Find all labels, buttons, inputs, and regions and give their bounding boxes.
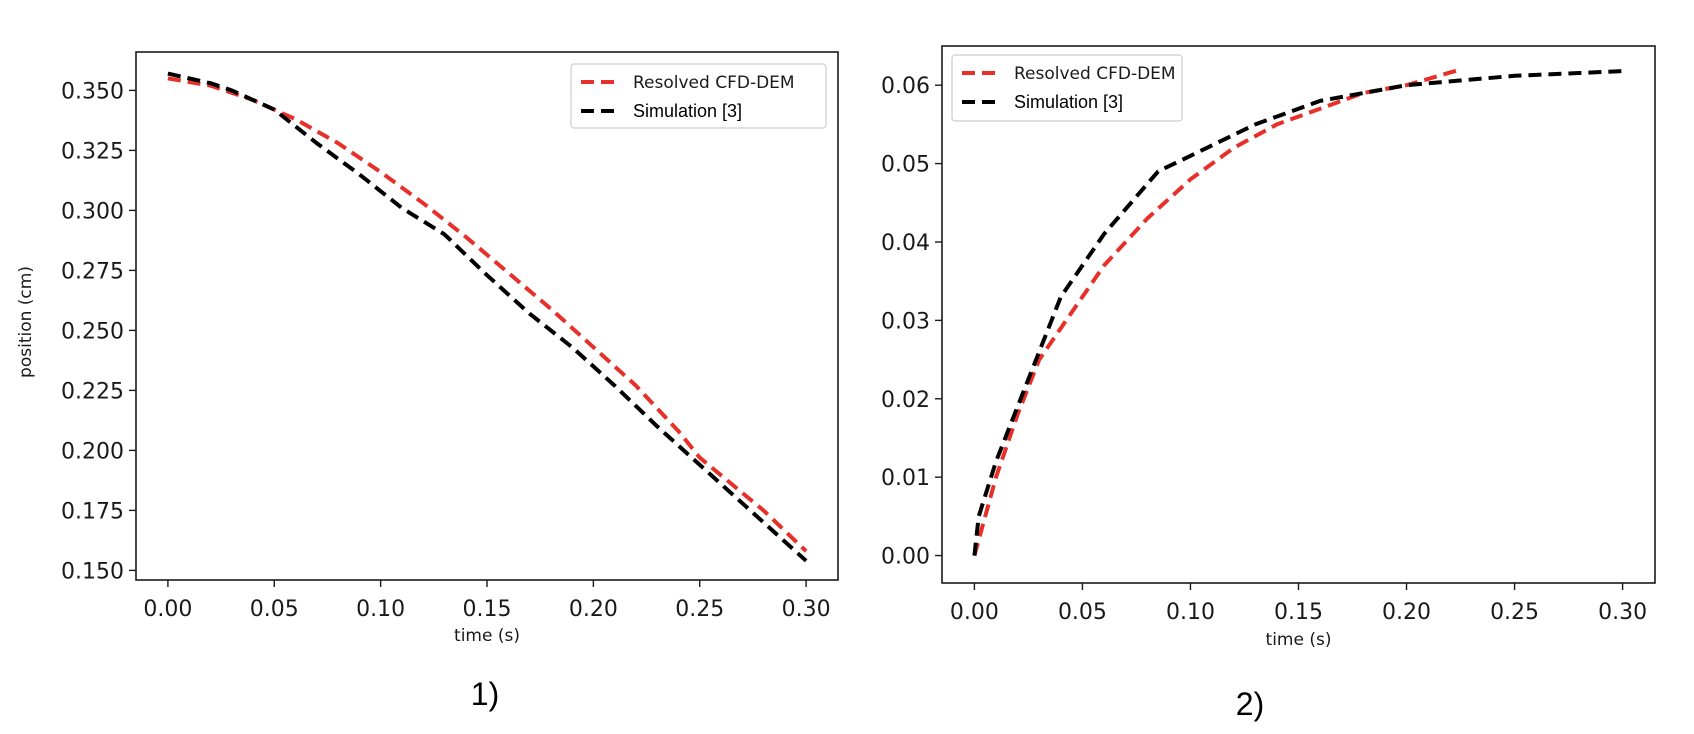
x-tick-label: 0.30 [1598, 600, 1647, 625]
y-axis-label: position (cm) [16, 266, 36, 378]
y-tick-label: 0.01 [881, 466, 930, 491]
panel-label: 2) [1236, 686, 1264, 722]
x-tick-label: 0.05 [250, 597, 299, 622]
series-line-resolved-cfd-dem [167, 76, 808, 553]
y-tick-label: 0.05 [881, 153, 930, 178]
plot-area-frame [135, 51, 839, 581]
x-tick-label: 0.25 [675, 597, 724, 622]
x-tick-label: 0.25 [1490, 600, 1539, 625]
panel-label: 1) [471, 676, 499, 712]
x-tick-label: 0.20 [569, 597, 618, 622]
y-tick-label: 0.250 [61, 319, 124, 344]
y-tick-label: 0.03 [881, 309, 930, 334]
y-tick-label: 0.225 [61, 379, 124, 404]
y-tick-label: 0.350 [61, 79, 124, 104]
x-tick-label: 0.05 [1058, 600, 1107, 625]
chart-panel-1: 0.00 0.05 0.10 0.15 0.20 0.25 0.30 0.150 0.175 0.… [16, 51, 839, 712]
x-tick-label: 0.15 [463, 597, 512, 622]
x-tick-label: 0.10 [356, 597, 405, 622]
y-tick-label: 0.300 [61, 199, 124, 224]
x-tick-label: 0.00 [143, 597, 192, 622]
y-tick-label: 0.06 [881, 74, 930, 99]
series-line-simulation-3 [167, 71, 808, 563]
y-tick-label: 0.175 [61, 499, 124, 524]
chart-panel-2: 0.00 0.05 0.10 0.15 0.20 0.25 0.30 0.00 0.01 0.02… [881, 45, 1656, 722]
y-tick-label: 0.275 [61, 259, 124, 284]
y-tick-label: 0.200 [61, 439, 124, 464]
y-tick-label: 0.02 [881, 388, 930, 413]
y-tick-label: 0.04 [881, 231, 930, 256]
y-tick-label: 0.00 [881, 545, 930, 570]
legend-box [570, 63, 827, 129]
legend-box [951, 54, 1183, 122]
x-tick-label: 0.15 [1274, 600, 1323, 625]
x-axis-label: time (s) [1266, 630, 1332, 650]
series-line-simulation-3 [972, 69, 1623, 556]
series-line-resolved-cfd-dem [972, 67, 1462, 557]
x-tick-label: 0.00 [950, 600, 999, 625]
legend-label: Resolved CFD-DEM [1014, 64, 1176, 84]
y-tick-label: 0.150 [61, 559, 124, 584]
legend-label: Simulation [3] [1014, 92, 1123, 112]
plot-area-frame [941, 45, 1656, 584]
legend-label: Resolved CFD-DEM [633, 73, 795, 93]
x-axis-label: time (s) [454, 626, 520, 646]
x-tick-label: 0.20 [1382, 600, 1431, 625]
y-tick-label: 0.325 [61, 139, 124, 164]
x-tick-label: 0.10 [1166, 600, 1215, 625]
legend-label: Simulation [3] [633, 101, 742, 121]
x-tick-label: 0.30 [782, 597, 831, 622]
